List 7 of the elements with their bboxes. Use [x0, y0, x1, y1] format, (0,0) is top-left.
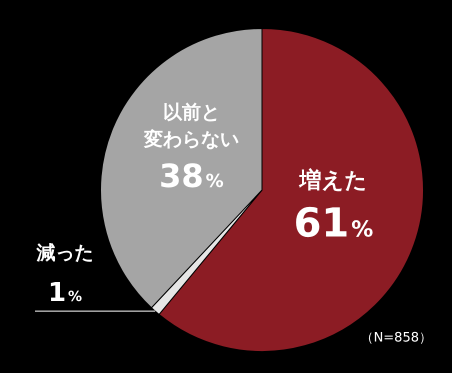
slice-label: 以前と変わらない	[142, 101, 239, 150]
text: （N=858）	[360, 330, 432, 346]
slice-label: 減った	[36, 242, 94, 264]
slice-label: 増えた	[298, 167, 368, 194]
data-label: 1%	[48, 278, 82, 308]
data-label: 61%	[294, 200, 374, 247]
data-label: 38%	[159, 156, 224, 195]
